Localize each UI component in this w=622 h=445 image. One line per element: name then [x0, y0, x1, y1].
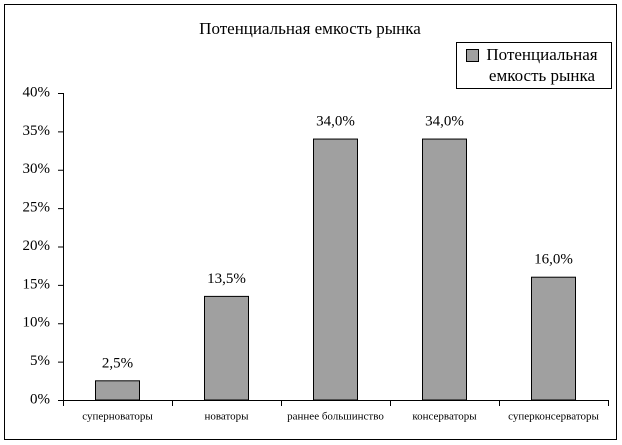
chart-title: Потенциальная емкость рынка	[199, 19, 421, 38]
y-tick-label: 30%	[23, 161, 51, 177]
data-label: 16,0%	[534, 252, 573, 268]
x-tick-label: суперноваторы	[82, 411, 153, 423]
data-label: 13,5%	[207, 271, 246, 287]
y-tick-label: 10%	[23, 315, 51, 331]
data-label: 2,5%	[102, 355, 133, 371]
x-tick-label: новаторы	[204, 411, 249, 423]
legend-label-box: Потенциальная емкость рынка	[486, 45, 598, 85]
bar	[313, 138, 358, 401]
legend-swatch	[466, 49, 479, 62]
y-tick-label: 35%	[23, 123, 51, 139]
y-tick-label: 5%	[30, 353, 50, 369]
y-tick-label: 40%	[23, 84, 51, 100]
bar	[204, 295, 249, 401]
x-tick-label: консерваторы	[412, 411, 477, 423]
x-tick-label: раннее большинство	[287, 411, 384, 423]
legend-box	[456, 42, 612, 89]
bar	[95, 380, 140, 401]
bar	[422, 138, 467, 401]
data-label: 34,0%	[316, 113, 355, 129]
bar	[531, 276, 576, 401]
x-tick-label: суперконсерваторы	[508, 411, 599, 423]
y-tick-label: 25%	[23, 200, 51, 216]
data-label: 34,0%	[425, 113, 464, 129]
y-tick-label: 15%	[23, 276, 51, 292]
y-tick-label: 0%	[30, 391, 50, 407]
y-tick-label: 20%	[23, 238, 51, 254]
legend-label: Потенциальная емкость рынка	[486, 45, 598, 85]
